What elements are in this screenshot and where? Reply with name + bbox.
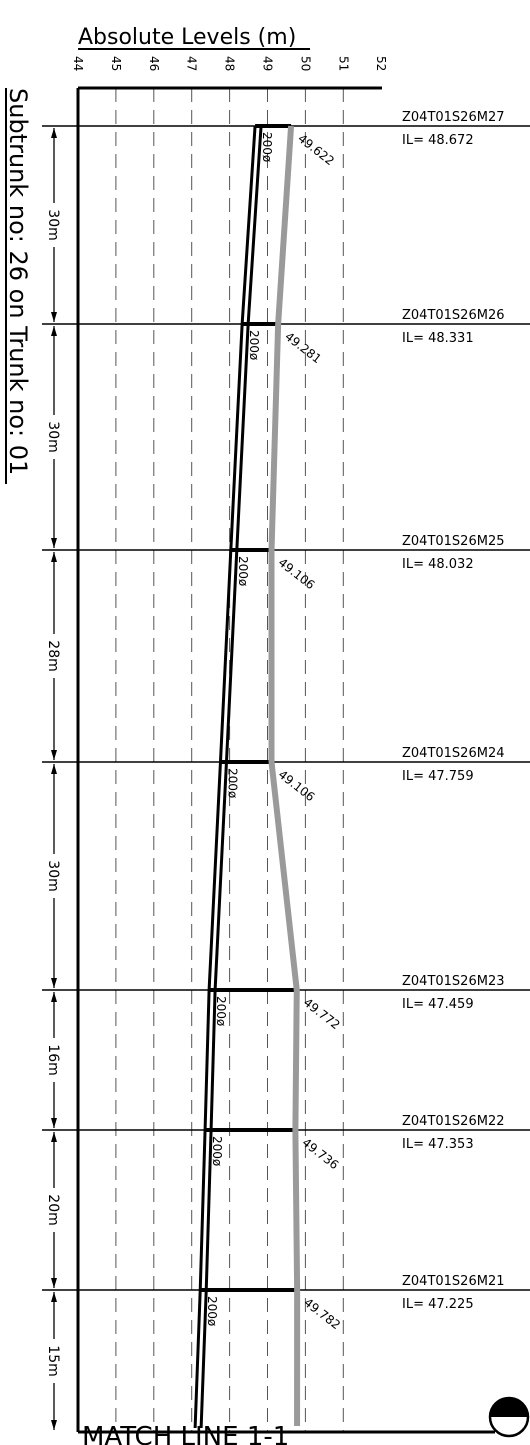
- segment-length-label: 30m: [45, 860, 61, 891]
- scale-tick-label: 48: [223, 56, 237, 71]
- terminal-manhole-symbol: [488, 1396, 530, 1438]
- scale-tick-label: 47: [185, 56, 199, 71]
- segment-length-label: 16m: [45, 1044, 61, 1075]
- invert-level-label: IL= 48.672: [402, 133, 474, 148]
- invert-level-label: IL= 47.459: [402, 997, 474, 1012]
- manhole-id: Z04T01S26M22: [402, 1114, 504, 1129]
- invert-level-label: IL= 48.032: [402, 557, 474, 572]
- ground-level-label: 49.106: [276, 555, 318, 592]
- dimension-arrow-icon: [51, 1132, 57, 1142]
- ground-level-profile: [268, 125, 301, 1427]
- ground-level-label: 49.106: [276, 767, 318, 804]
- pipe-crown-line: [199, 125, 263, 1429]
- scale-tick-label: 44: [71, 56, 85, 71]
- manhole-id: Z04T01S26M25: [402, 534, 504, 549]
- dimension-arrow-icon: [51, 1118, 57, 1128]
- pipe-size-label: 200ø: [225, 768, 239, 798]
- segment-length-label: 20m: [45, 1194, 61, 1225]
- dimension-arrow-icon: [51, 764, 57, 774]
- scale-tick-label: 46: [147, 56, 161, 71]
- dimension-arrow-icon: [51, 992, 57, 1002]
- dimension-arrow-icon: [51, 1292, 57, 1302]
- dimension-arrow-icon: [51, 538, 57, 548]
- scale-tick-label: 50: [298, 56, 312, 71]
- pipe-size-label: 200ø: [210, 1136, 224, 1166]
- dimension-arrow-icon: [51, 326, 57, 336]
- manhole-id: Z04T01S26M27: [402, 110, 504, 125]
- manhole-lines: [42, 124, 530, 1292]
- ground-level-label: 49.622: [295, 131, 337, 168]
- ground-level-label: 49.281: [282, 329, 324, 366]
- segment-length-label: 30m: [45, 421, 61, 452]
- pipe-size-label: 200ø: [205, 1296, 219, 1326]
- manhole-id: Z04T01S26M21: [402, 1274, 504, 1289]
- manhole-id: Z04T01S26M26: [402, 308, 504, 323]
- pipe-size-label: 200ø: [214, 996, 228, 1026]
- manhole-id: Z04T01S26M24: [402, 746, 504, 761]
- scale-tick-labels: 44 45 46 47 48 49 50 51 52: [71, 56, 388, 71]
- segment-length-label: 28m: [45, 640, 61, 671]
- length-dimension-chain: 30m 30m 28m 30m 16m 20m 15m: [45, 128, 61, 1430]
- dimension-arrow-icon: [51, 312, 57, 322]
- pipe-size-label: 200ø: [236, 556, 250, 586]
- ground-level-label: 49.772: [301, 995, 343, 1032]
- scale-tick-label: 45: [109, 56, 123, 71]
- invert-level-label: IL= 48.331: [402, 331, 474, 346]
- invert-level-label: IL= 47.225: [402, 1297, 474, 1312]
- ground-level-label: 49.782: [301, 1295, 343, 1332]
- subtrunk-title: Subtrunk no: 26 on Trunk no: 01: [4, 88, 32, 475]
- dimension-arrow-icon: [51, 1278, 57, 1288]
- scale-title: Absolute Levels (m): [78, 25, 296, 50]
- dimension-arrow-icon: [51, 978, 57, 988]
- match-line-label: MATCH LINE 1-1: [82, 1422, 289, 1445]
- ground-level-line: [268, 125, 301, 1427]
- pipe-invert-profile: [193, 125, 263, 1429]
- dimension-arrow-icon: [51, 128, 57, 138]
- dimension-arrow-icon: [51, 552, 57, 562]
- scale-tick-label: 51: [336, 56, 350, 71]
- dimension-arrow-icon: [51, 1420, 57, 1430]
- invert-level-label: IL= 47.759: [402, 769, 474, 784]
- pipe-size-label: 200ø: [260, 132, 274, 162]
- pipe-size-label: 200ø: [247, 330, 261, 360]
- segment-length-label: 30m: [45, 209, 61, 240]
- segment-length-label: 15m: [45, 1345, 61, 1376]
- invert-level-label: IL= 47.353: [402, 1137, 474, 1152]
- scale-tick-label: 49: [261, 56, 275, 71]
- scale-tick-label: 52: [374, 56, 388, 71]
- manhole-id: Z04T01S26M23: [402, 974, 504, 989]
- pipe-invert-line: [193, 125, 257, 1429]
- dimension-arrow-icon: [51, 750, 57, 760]
